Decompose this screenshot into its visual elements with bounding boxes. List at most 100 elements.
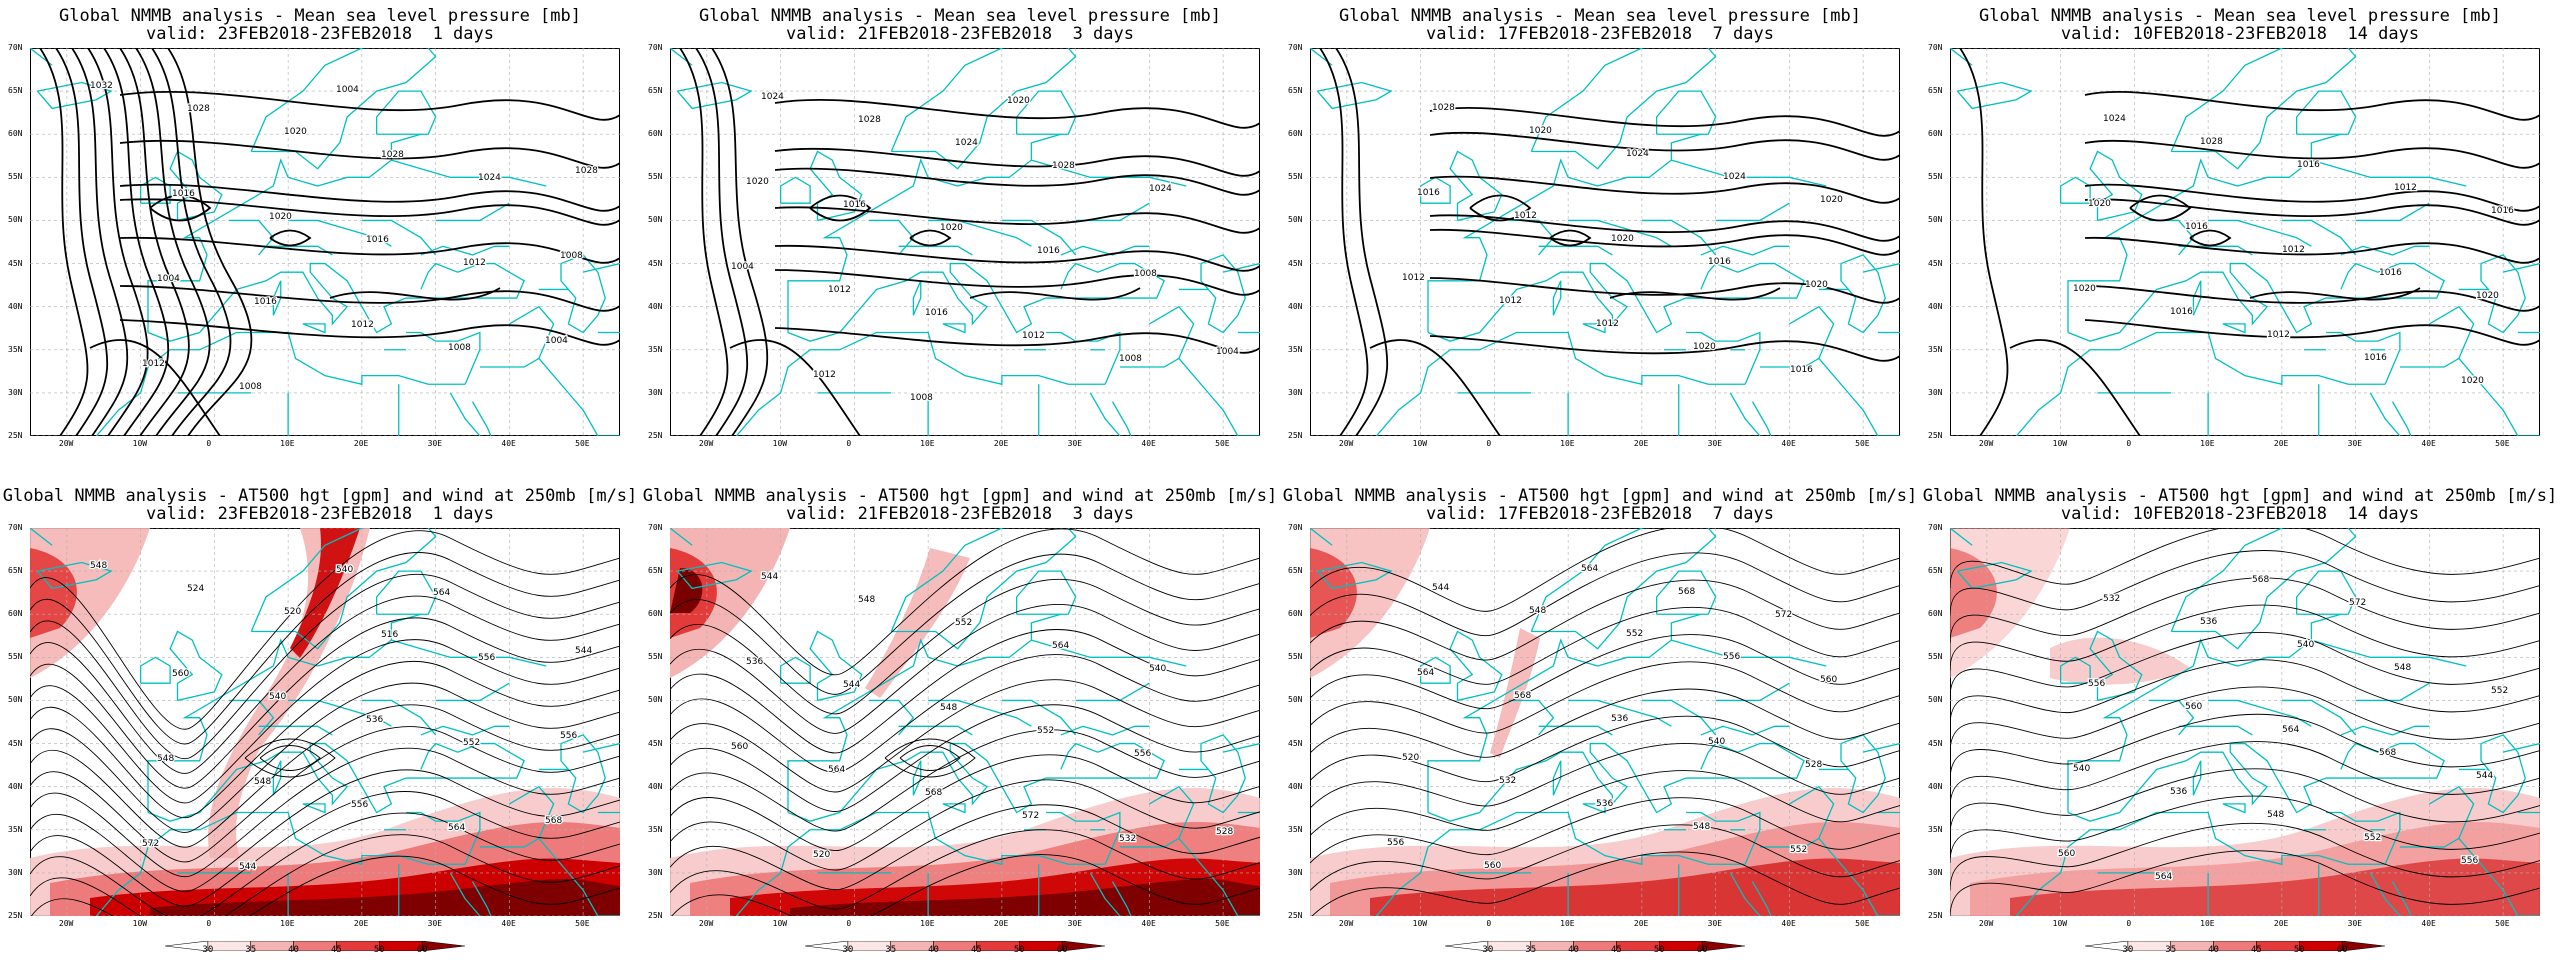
coastline	[1089, 872, 1121, 916]
longitude-label: 20W	[1338, 919, 1354, 928]
contour-label: 540	[1708, 737, 1725, 747]
contour-label: 1016	[1708, 257, 1731, 267]
height-contour	[30, 552, 620, 745]
coastline	[229, 699, 275, 736]
contour-label: 1020	[1529, 126, 1552, 136]
contour-label: 1020	[2476, 291, 2499, 301]
height-contour	[899, 745, 961, 771]
isobar-contour	[2084, 198, 2540, 226]
contour-label: 552	[2364, 833, 2381, 843]
contour-label: 560	[172, 669, 189, 679]
contour-label: 1012	[1596, 319, 1619, 329]
isobar-contour	[119, 319, 620, 346]
latitude-label: 30N	[1288, 387, 1303, 397]
contour-label: 524	[187, 584, 204, 594]
height-contour	[30, 769, 620, 892]
coastline	[1671, 639, 1827, 667]
longitude-label: 0	[1486, 919, 1492, 928]
coastline	[391, 159, 547, 187]
longitude-label: 30E	[1707, 919, 1723, 928]
longitude-label: 20W	[1978, 919, 1994, 928]
map-area: 544 548 552 556 560 564 568 536 540 528 520 532 536 5…	[1310, 528, 1900, 916]
longitude-label: 30E	[1707, 439, 1723, 448]
longitude-label: 20E	[1633, 439, 1649, 448]
contour-label: 1016	[2379, 268, 2402, 278]
panel-valid-period: valid: 10FEB2018-23FEB2018 14 days	[2060, 24, 2420, 44]
coastline	[2192, 280, 2202, 316]
isobar-contour	[774, 206, 1260, 234]
height-contour	[670, 779, 1260, 871]
longitude-label: 20W	[1978, 439, 1994, 448]
longitude-label: 10E	[920, 439, 935, 448]
longitude-label: 30E	[2347, 439, 2363, 448]
latitude-label: 55N	[1928, 172, 1943, 182]
contour-label: 1004	[731, 262, 754, 272]
coastline	[1597, 613, 1702, 667]
isobar-contour	[71, 48, 129, 436]
height-contour	[1950, 795, 2540, 864]
longitude-label: 10E	[2200, 439, 2215, 448]
coastline	[391, 639, 547, 667]
contour-label: 1016	[1037, 246, 1060, 256]
colorbar-tick-label: 60	[1696, 945, 1708, 955]
coastline	[1419, 656, 1451, 684]
coastline	[302, 803, 326, 814]
coastline	[317, 133, 422, 187]
latitude-label: 55N	[648, 172, 663, 182]
longitude-label: 20E	[993, 919, 1009, 928]
longitude-label: 50E	[1855, 439, 1870, 448]
coastline	[258, 245, 333, 256]
latitude-label: 70N	[648, 523, 663, 532]
map-area: 1024 1028 1016 1012 1016 1020 1016 1012 1016 1020…	[1950, 48, 2540, 436]
isobar-contour	[774, 167, 1260, 196]
coastline	[2326, 811, 2401, 865]
contour-label: 556	[1387, 838, 1404, 848]
colorbar-segment	[1061, 940, 1106, 952]
contour-label: 520	[813, 850, 830, 860]
map-canvas: 1024 1028 1024 1028 1024 1020 1016 1020 1016 1008…	[670, 48, 1260, 436]
contour-label: 1008	[1119, 354, 1142, 364]
map-canvas: 544 548 552 556 560 564 568 536 540 528 520 532 536 5…	[1310, 528, 1900, 916]
coastline	[250, 48, 437, 170]
coastline	[942, 323, 966, 334]
latitude-label: 45N	[648, 738, 663, 748]
longitude-label: 20E	[353, 919, 369, 928]
coastline	[1375, 811, 1746, 916]
contour-label: 548	[2394, 663, 2411, 673]
contour-label: 564	[448, 823, 465, 833]
isobar-contour	[969, 287, 1141, 301]
isobar-contour	[774, 244, 1260, 272]
coastline	[36, 561, 113, 590]
coastline	[1427, 742, 1805, 822]
wind-colorbar: 30 35 40 45 50 60	[804, 936, 1106, 956]
isobar-contour	[119, 198, 620, 226]
panel-valid-period: valid: 21FEB2018-23FEB2018 3 days	[786, 504, 1134, 524]
panel-title: Global NMMB analysis - AT500 hgt [gpm] a…	[2, 486, 638, 506]
colorbar-segment	[1701, 940, 1746, 952]
latitude-label: 30N	[1928, 867, 1943, 877]
latitude-label: 65N	[648, 566, 663, 576]
coastline	[538, 837, 569, 874]
coastline	[1316, 561, 1393, 590]
contour-label: 552	[1790, 845, 1807, 855]
colorbar-tick-label: 35	[885, 945, 897, 955]
contour-label: 548	[254, 777, 271, 787]
coastline	[1568, 219, 1672, 247]
contour-label: 1012	[463, 258, 486, 268]
height-contour	[1950, 822, 2540, 891]
height-contour	[30, 726, 620, 863]
panel-title: Global NMMB analysis - Mean sea level pr…	[699, 6, 1221, 26]
isobar-contour	[2084, 183, 2540, 212]
wind-speed-fill	[290, 528, 360, 658]
coastline	[928, 699, 1032, 727]
contour-label: 1016	[1790, 365, 1813, 375]
latitude-label: 45N	[1928, 258, 1943, 268]
latitude-label: 55N	[1928, 652, 1943, 662]
coastline	[890, 48, 1077, 170]
latitude-label: 40N	[1928, 781, 1943, 791]
map-frame	[670, 48, 1260, 436]
longitude-label: 50E	[2495, 919, 2510, 928]
coastline	[1729, 392, 1761, 436]
latitude-label: 50N	[1928, 695, 1943, 705]
isobar-contour	[774, 147, 1260, 177]
